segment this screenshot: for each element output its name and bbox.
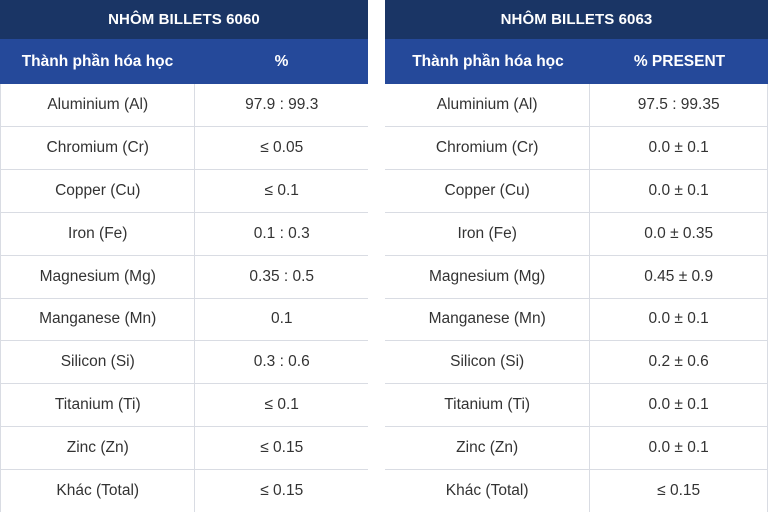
element-cell: Titanium (Ti): [385, 384, 591, 427]
table-row: Magnesium (Mg) 0.45 ± 0.9: [385, 255, 768, 299]
header-composition: Thành phần hóa học: [412, 52, 564, 70]
table-row: Manganese (Mn) 0.1: [0, 298, 368, 342]
table-title: NHÔM BILLETS 6063: [385, 0, 768, 39]
table-row: Khác (Total) ≤ 0.15: [385, 470, 768, 512]
table-row: Titanium (Ti) 0.0 ± 0.1: [385, 384, 768, 428]
table-row: Silicon (Si) 0.3 : 0.6: [0, 341, 368, 385]
element-cell: Iron (Fe): [385, 212, 591, 255]
element-cell: Titanium (Ti): [0, 384, 196, 427]
value-cell: ≤ 0.15: [590, 470, 768, 512]
table-row: Zinc (Zn) ≤ 0.15: [0, 427, 368, 471]
element-cell: Khác (Total): [385, 470, 591, 512]
element-cell: Zinc (Zn): [385, 427, 591, 470]
table-row: Khác (Total) ≤ 0.15: [0, 470, 368, 512]
element-cell: Chromium (Cr): [0, 126, 196, 169]
table-row: Zinc (Zn) 0.0 ± 0.1: [385, 427, 768, 471]
element-cell: Zinc (Zn): [0, 427, 196, 470]
element-cell: Silicon (Si): [0, 341, 196, 384]
table-row: Manganese (Mn) 0.0 ± 0.1: [385, 298, 768, 342]
header-percent: %: [274, 52, 289, 70]
element-cell: Manganese (Mn): [385, 298, 591, 341]
value-cell: ≤ 0.15: [260, 439, 304, 457]
table-row: Chromium (Cr) 0.0 ± 0.1: [385, 126, 768, 170]
element-cell: Khác (Total): [0, 470, 196, 512]
header-percent-present: % PRESENT: [633, 52, 726, 70]
table-row: Iron (Fe) 0.0 ± 0.35: [385, 212, 768, 256]
table-row: Titanium (Ti) ≤ 0.1: [0, 384, 368, 428]
table-row: Aluminium (Al) 97.9 : 99.3: [0, 84, 368, 127]
value-cell: ≤ 0.05: [260, 138, 304, 156]
table-row: Copper (Cu) ≤ 0.1: [0, 169, 368, 213]
value-cell: ≤ 0.15: [260, 482, 304, 500]
table-row: Magnesium (Mg) 0.35 : 0.5: [0, 255, 368, 299]
value-cell: 0.2 ± 0.6: [590, 341, 768, 384]
element-cell: Copper (Cu): [385, 169, 591, 212]
table-body: Aluminium (Al) 97.5 : 99.35 Chromium (Cr)…: [385, 84, 768, 512]
table-row: Chromium (Cr) ≤ 0.05: [0, 126, 368, 170]
element-cell: Chromium (Cr): [385, 126, 591, 169]
billets-6063-table: NHÔM BILLETS 6063 Thành phần hóa học % P…: [385, 0, 768, 512]
table-header-row: Thành phần hóa học %: [0, 39, 368, 84]
value-cell: 0.1: [270, 310, 293, 328]
value-cell: 0.35 : 0.5: [249, 267, 315, 285]
table-row: Silicon (Si) 0.2 ± 0.6: [385, 341, 768, 385]
element-cell: Silicon (Si): [385, 341, 591, 384]
value-cell: 97.5 : 99.35: [590, 84, 768, 126]
value-cell: 0.45 ± 0.9: [590, 255, 768, 298]
element-cell: Iron (Fe): [0, 212, 196, 255]
element-cell: Manganese (Mn): [0, 298, 196, 341]
value-cell: 0.0 ± 0.1: [590, 126, 768, 169]
value-cell: 0.0 ± 0.1: [590, 298, 768, 341]
table-row: Aluminium (Al) 97.5 : 99.35: [385, 84, 768, 127]
value-cell: 0.0 ± 0.1: [590, 427, 768, 470]
table-header-row: Thành phần hóa học % PRESENT: [385, 39, 768, 84]
value-cell: 0.1 : 0.3: [253, 224, 310, 242]
header-composition: Thành phần hóa học: [21, 52, 174, 70]
value-cell: 0.3 : 0.6: [253, 353, 310, 371]
value-cell: ≤ 0.1: [264, 396, 299, 414]
value-cell: 0.0 ± 0.1: [590, 384, 768, 427]
value-cell: 97.9 : 99.3: [245, 95, 319, 113]
element-cell: Magnesium (Mg): [0, 255, 196, 298]
value-cell: ≤ 0.1: [264, 181, 299, 199]
table-body: Aluminium (Al) 97.9 : 99.3 Chromium (Cr) ≤…: [0, 84, 368, 512]
value-cell: 0.0 ± 0.1: [590, 169, 768, 212]
table-row: Iron (Fe) 0.1 : 0.3: [0, 212, 368, 256]
value-cell: 0.0 ± 0.35: [590, 212, 768, 255]
table-title: NHÔM BILLETS 6060: [0, 0, 368, 39]
element-cell: Copper (Cu): [0, 169, 196, 212]
element-cell: Aluminium (Al): [0, 84, 196, 126]
table-row: Copper (Cu) 0.0 ± 0.1: [385, 169, 768, 213]
billets-6060-table: NHÔM BILLETS 6060 Thành phần hóa học % A…: [0, 0, 368, 512]
element-cell: Aluminium (Al): [385, 84, 591, 126]
element-cell: Magnesium (Mg): [385, 255, 591, 298]
